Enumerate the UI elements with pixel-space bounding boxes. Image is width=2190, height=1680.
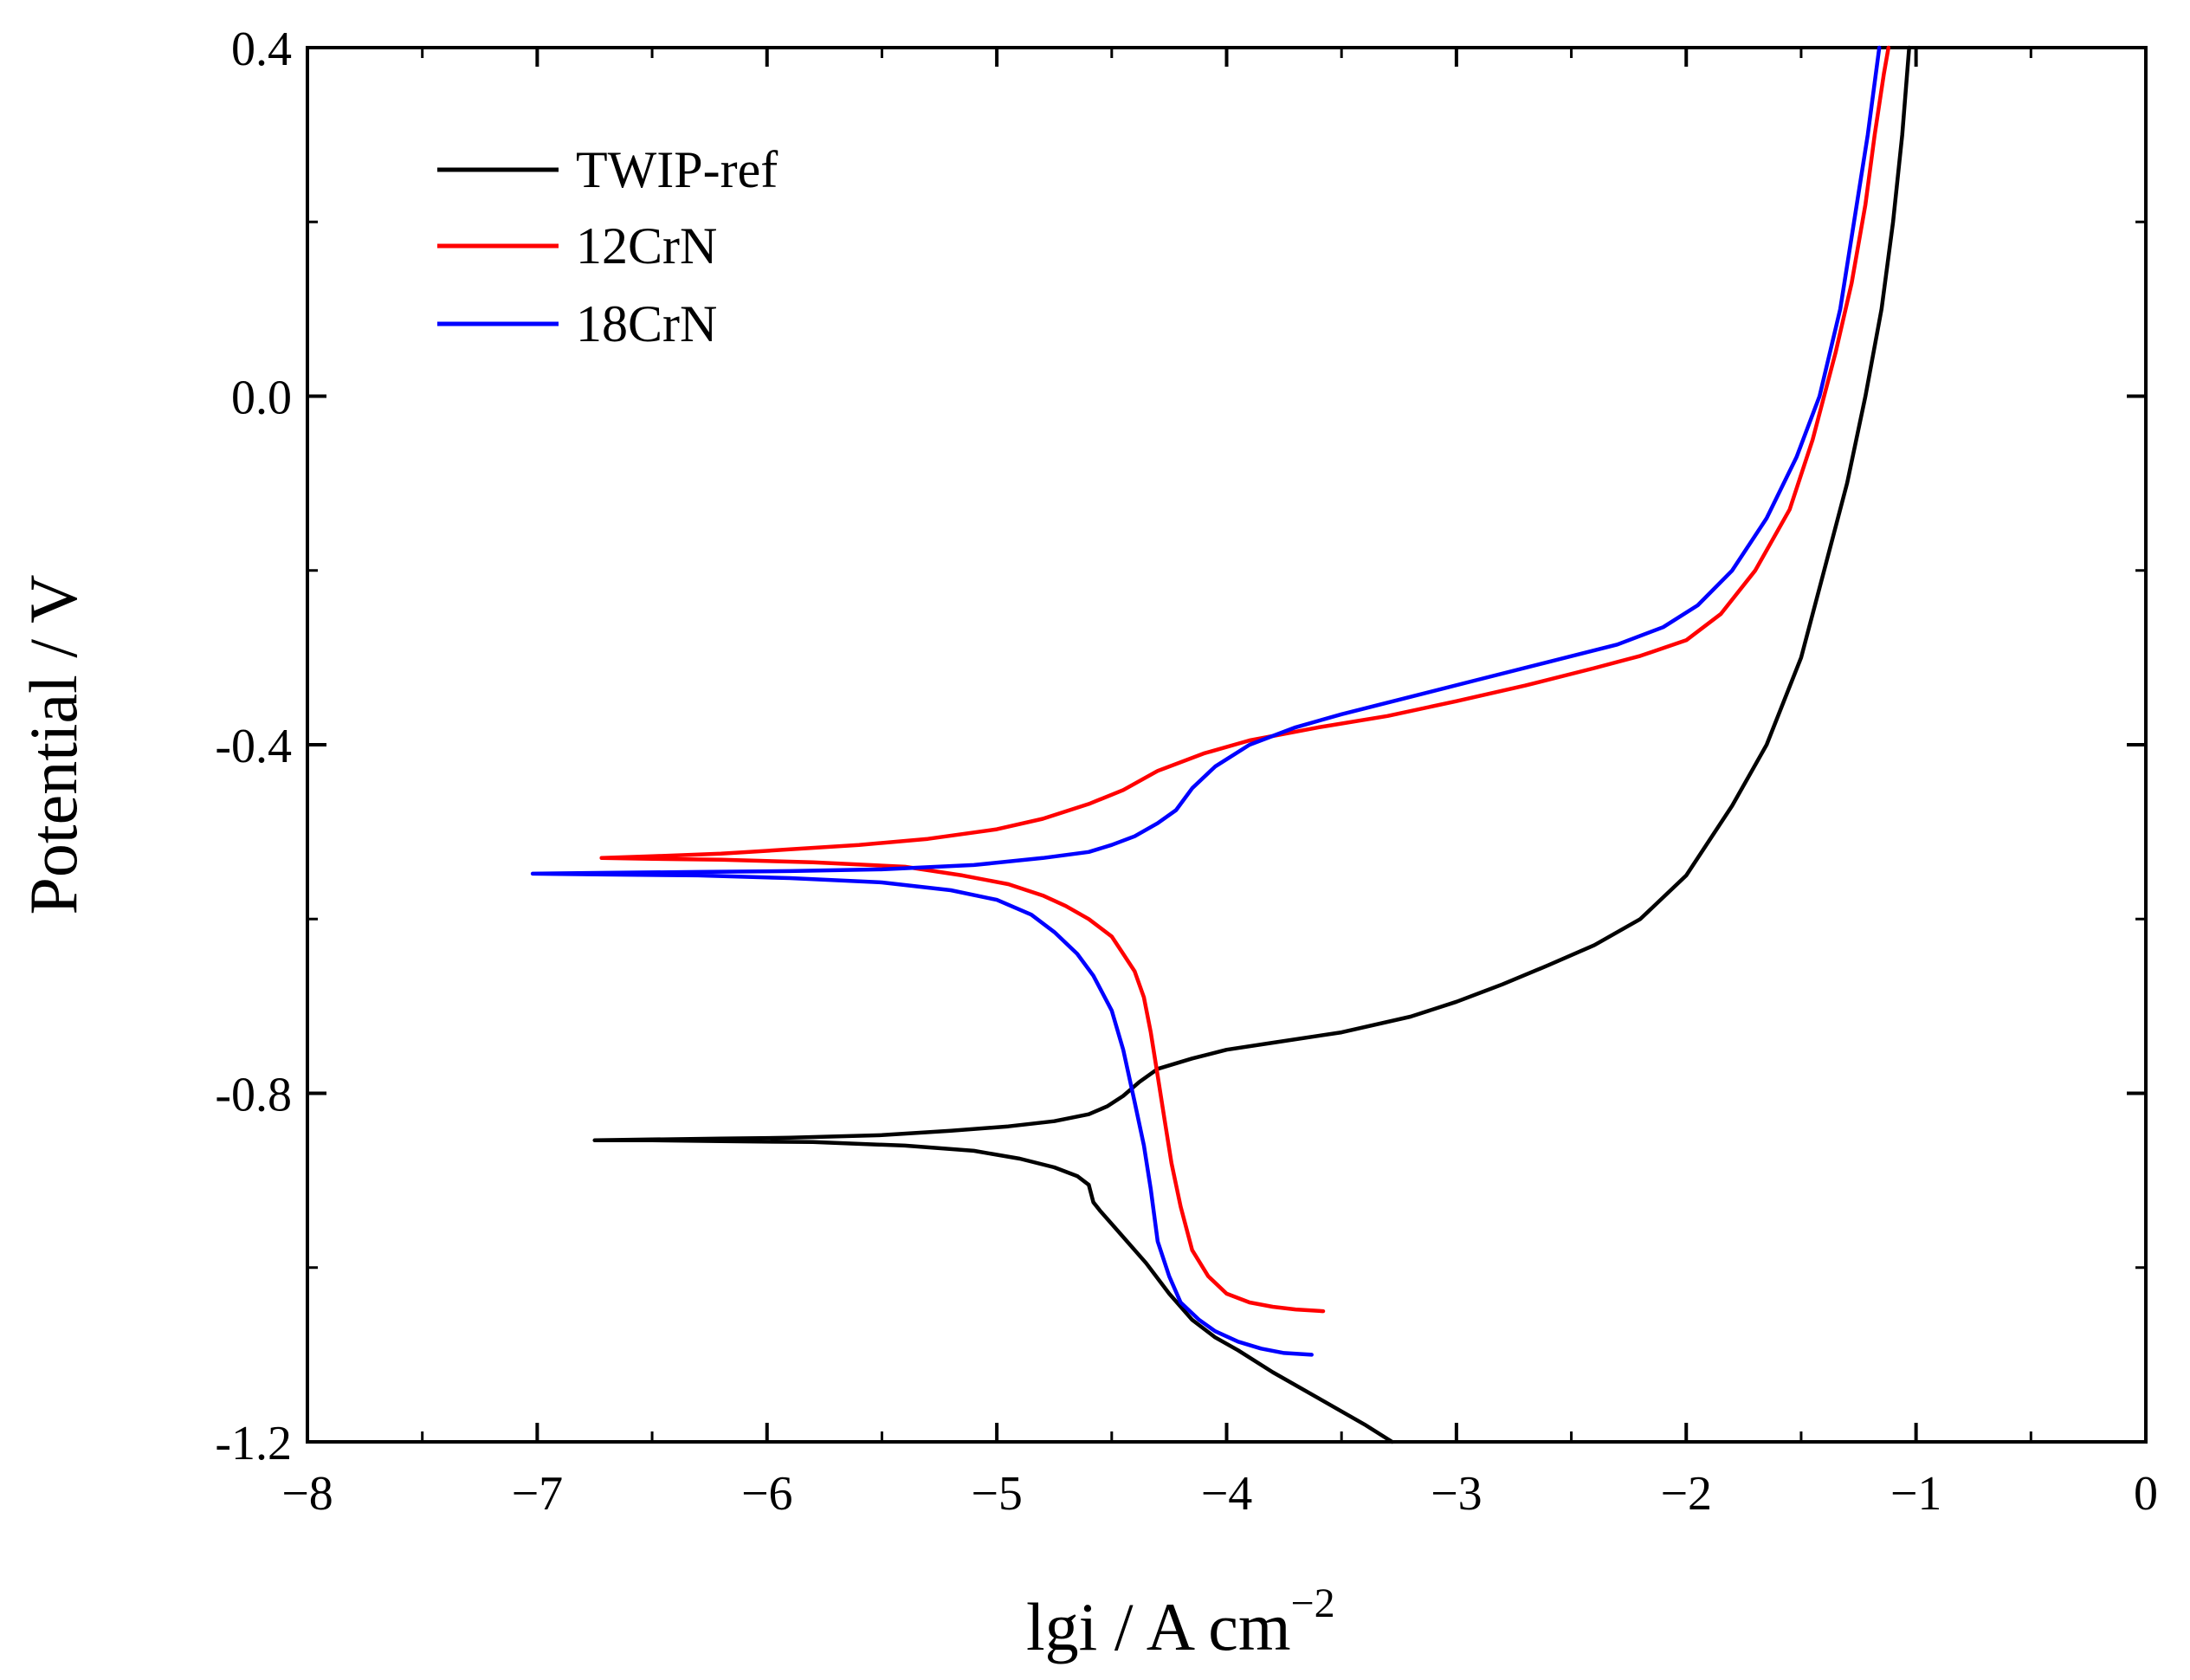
legend-label-18crn: 18CrN xyxy=(576,295,717,352)
x-tick-label: −2 xyxy=(1660,1467,1712,1521)
y-tick-label: -0.8 xyxy=(215,1069,292,1122)
legend-label-twip-ref: TWIP-ref xyxy=(576,141,778,198)
y-tick-label: -1.2 xyxy=(215,1417,292,1470)
x-tick-label: −1 xyxy=(1890,1467,1942,1521)
legend: TWIP-ref 12CrN 18CrN xyxy=(437,141,778,352)
x-axis-title: lgi / A cm−2 xyxy=(1026,1580,1335,1664)
series-line-18crn xyxy=(533,48,1879,1354)
data-series xyxy=(533,48,1909,1442)
x-tick-label: −5 xyxy=(971,1467,1023,1521)
x-tick-label: 0 xyxy=(2134,1467,2158,1521)
x-tick-label: −4 xyxy=(1201,1467,1253,1521)
y-tick-label: 0.0 xyxy=(231,372,292,425)
x-tick-label: −6 xyxy=(741,1467,793,1521)
legend-label-12crn: 12CrN xyxy=(576,217,717,275)
x-tick-label: −3 xyxy=(1431,1467,1483,1521)
y-axis-title: Potential / V xyxy=(16,575,91,915)
y-tick-label: 0.4 xyxy=(231,23,292,76)
chart-container: −8 −7 −6 −5 −4 −3 −2 −1 0 0.4 0.0 -0.4 -0.8 -1.2 lgi … xyxy=(0,0,2190,1676)
polarization-chart: −8 −7 −6 −5 −4 −3 −2 −1 0 0.4 0.0 -0.4 -0.8 -1.2 lgi … xyxy=(0,0,2190,1676)
series-line-12crn xyxy=(602,48,1889,1311)
x-tick-label: −8 xyxy=(281,1467,333,1521)
y-tick-label: -0.4 xyxy=(215,720,292,773)
x-tick-label: −7 xyxy=(512,1467,564,1521)
